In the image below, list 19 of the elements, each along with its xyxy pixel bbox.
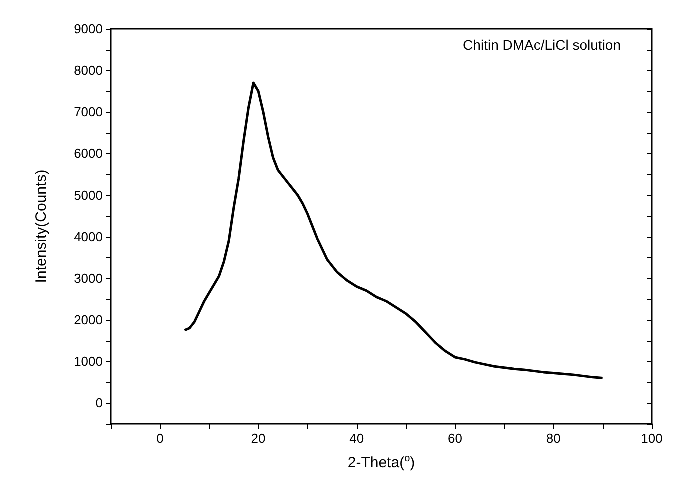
x-tick-label: 100: [641, 431, 663, 446]
x-tick-label: 0: [156, 431, 164, 446]
x-tick-label: 80: [546, 431, 561, 446]
x-tick-label: 20: [251, 431, 266, 446]
x-tick-label: 60: [448, 431, 463, 446]
x-tick-label: 40: [350, 431, 364, 446]
y-tick-label: 3000: [74, 270, 103, 286]
y-tick-label: 1000: [74, 354, 103, 370]
y-tick-label: 0: [96, 396, 103, 411]
y-axis-title: Intensity(Counts): [33, 170, 50, 284]
y-tick-label: 6000: [74, 146, 103, 162]
annotation: Chitin DMAc/LiCl solution: [463, 37, 622, 53]
y-tick-label: 8000: [74, 63, 103, 78]
line-series: [184, 82, 604, 380]
y-tick-label: 5000: [74, 188, 103, 203]
y-tick-label: 4000: [74, 229, 103, 244]
y-tick-label: 2000: [74, 312, 103, 328]
y-tick-label: 9000: [74, 22, 103, 36]
y-tick-label: 7000: [74, 104, 103, 120]
